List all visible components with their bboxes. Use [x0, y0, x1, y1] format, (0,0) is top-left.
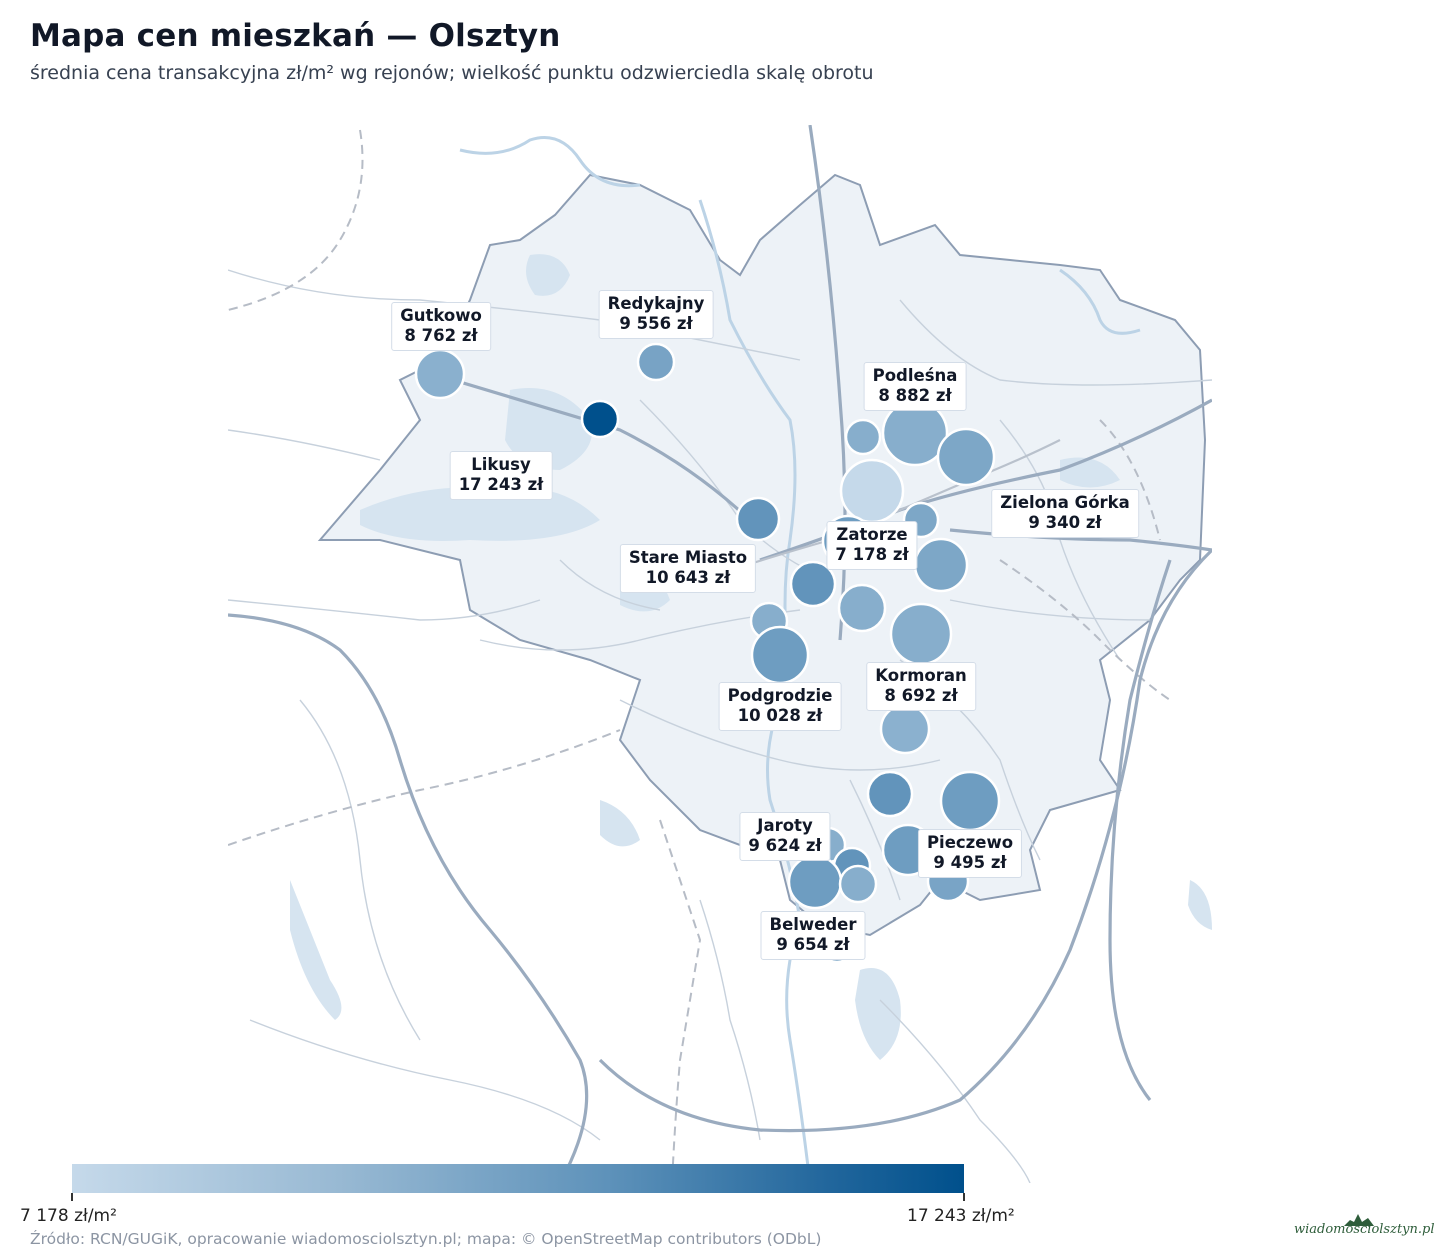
district-name: Zielona Górka — [1000, 493, 1130, 512]
label-podgrodzie: Podgrodzie 10 028 zł — [718, 682, 842, 731]
color-scale-bar — [72, 1164, 964, 1193]
price-bubble — [750, 625, 810, 685]
district-name: Kormoran — [875, 666, 967, 685]
logo-text: wiadomosciolsztyn.pl — [1294, 1222, 1435, 1237]
district-price: 10 028 zł — [737, 706, 823, 725]
district-name: Redykajny — [607, 294, 705, 313]
color-scale-max-label: 17 243 zł/m² — [907, 1206, 1015, 1226]
price-bubble — [735, 496, 781, 542]
page-subtitle: średnia cena transakcyjna zł/m² wg rejon… — [30, 62, 874, 84]
district-name: Podleśna — [872, 366, 958, 385]
city-boundary — [317, 173, 1207, 937]
price-bubble — [789, 560, 837, 608]
minor-roads — [228, 269, 1212, 1183]
price-bubble — [580, 399, 620, 439]
district-name: Zatorze — [836, 525, 908, 544]
district-price: 10 643 zł — [645, 568, 731, 587]
railways — [228, 129, 1171, 1183]
district-price: 8 882 zł — [878, 386, 952, 405]
district-price: 9 654 zł — [776, 935, 850, 954]
district-name: Pieczewo — [926, 833, 1014, 852]
price-bubble — [839, 458, 905, 524]
price-bubble — [866, 770, 914, 818]
price-bubble — [414, 348, 466, 400]
label-gutkowo: Gutkowo 8 762 zł — [391, 302, 491, 351]
district-price: 9 495 zł — [933, 853, 1007, 872]
district-name: Belweder — [769, 915, 857, 934]
price-bubble — [636, 342, 676, 382]
price-bubble — [787, 854, 843, 910]
price-bubble — [913, 537, 969, 593]
district-price: 9 624 zł — [748, 836, 822, 855]
price-bubble — [889, 602, 953, 666]
price-bubble — [837, 583, 887, 633]
label-kormoran: Kormoran 8 692 zł — [866, 662, 976, 711]
label-pieczewo: Pieczewo 9 495 zł — [917, 829, 1023, 878]
label-redykajny: Redykajny 9 556 zł — [598, 290, 714, 339]
page-title: Mapa cen mieszkań — Olsztyn — [30, 18, 561, 54]
district-price: 8 692 zł — [884, 686, 958, 705]
district-price: 8 762 zł — [404, 326, 478, 345]
price-bubble — [838, 864, 878, 904]
district-price: 7 178 zł — [835, 545, 909, 564]
price-bubble — [879, 703, 931, 755]
skyline-icon — [1344, 1214, 1374, 1226]
district-name: Likusy — [471, 455, 531, 474]
color-scale-min-label: 7 178 zł/m² — [20, 1206, 117, 1226]
label-stare-miasto: Stare Miasto 10 643 zł — [619, 544, 757, 593]
label-likusy: Likusy 17 243 zł — [449, 451, 553, 500]
price-bubble — [844, 418, 882, 456]
district-name: Stare Miasto — [628, 548, 748, 567]
label-podlesna: Podleśna 8 882 zł — [863, 362, 967, 411]
price-bubble — [939, 770, 1001, 832]
water-bodies — [290, 254, 1212, 1060]
color-scale-min-tick — [71, 1193, 73, 1201]
label-belweder: Belweder 9 654 zł — [760, 911, 866, 960]
color-scale-max-tick — [963, 1193, 965, 1201]
price-bubble — [936, 427, 996, 487]
district-price: 9 556 zł — [619, 314, 693, 333]
district-price: 17 243 zł — [458, 475, 544, 494]
district-name: Gutkowo — [400, 306, 482, 325]
district-name: Podgrodzie — [727, 686, 833, 705]
district-name: Jaroty — [757, 816, 813, 835]
source-note: Źródło: RCN/GUGiK, opracowanie wiadomosc… — [30, 1230, 822, 1248]
label-zielona-gorka: Zielona Górka 9 340 zł — [991, 489, 1139, 538]
label-jaroty: Jaroty 9 624 zł — [739, 812, 831, 861]
district-price: 9 340 zł — [1028, 513, 1102, 532]
publisher-logo: wiadomosciolsztyn.pl — [1294, 1212, 1435, 1246]
label-zatorze: Zatorze 7 178 zł — [826, 521, 918, 570]
